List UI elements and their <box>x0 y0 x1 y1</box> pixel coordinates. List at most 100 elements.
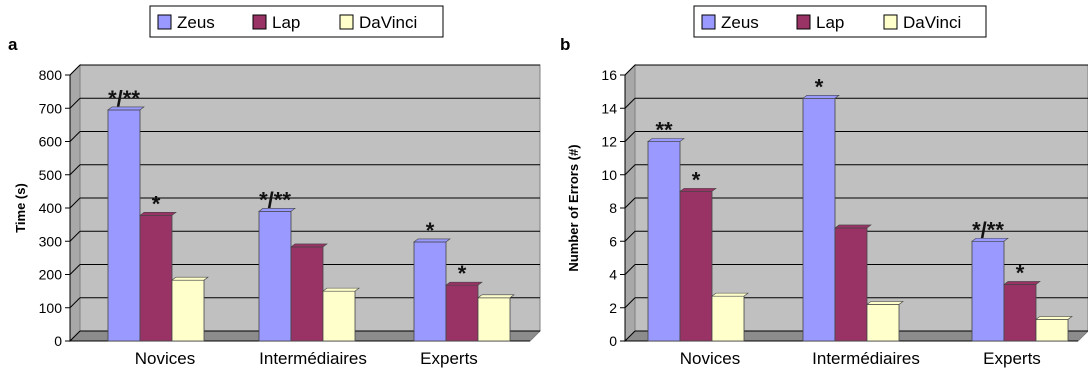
significance-mark: * <box>152 191 161 216</box>
legend-box <box>693 5 987 38</box>
legend-swatch-zeus <box>701 14 716 30</box>
bar-lap-3 <box>445 284 479 342</box>
legend-label-lap: Lap <box>816 13 844 32</box>
chart-panel-b: 0246810121416***Novices*Intermédiaires*/… <box>560 5 1088 368</box>
bar-davinci-1 <box>711 295 745 342</box>
y-tick-label: 14 <box>601 100 617 116</box>
bar-top <box>445 281 483 286</box>
bar-top <box>802 94 840 99</box>
gridline-side <box>624 131 636 142</box>
legend-swatch-lap <box>252 14 267 30</box>
legend-label-davinci: DaVinci <box>903 13 961 32</box>
legend-label-davinci: DaVinci <box>359 13 417 32</box>
bar-top <box>1035 316 1073 320</box>
gridline-side <box>69 131 81 142</box>
significance-mark: */** <box>259 187 291 212</box>
significance-mark: * <box>1016 260 1025 285</box>
gridline-side <box>624 330 636 342</box>
y-tick-label: 10 <box>601 167 617 183</box>
y-axis-label: Time (s) <box>13 183 28 233</box>
bar-top <box>1003 281 1041 285</box>
significance-mark: * <box>692 167 701 192</box>
bar-top <box>679 188 717 192</box>
legend-swatch-davinci <box>339 14 354 30</box>
legend-box <box>149 5 444 38</box>
gridline-side <box>624 297 636 309</box>
y-tick-label: 16 <box>601 67 617 83</box>
bar-lap-2 <box>290 246 324 342</box>
legend-swatch-davinci <box>883 14 898 30</box>
bar-top <box>139 212 177 216</box>
y-tick-label: 200 <box>39 267 63 283</box>
significance-mark: * <box>458 261 467 286</box>
x-category-label: Intermédiaires <box>259 349 367 368</box>
bar-lap-1 <box>139 214 173 342</box>
y-tick-label: 8 <box>609 200 617 216</box>
bar-lap-1 <box>679 190 713 342</box>
y-axis-label: Number of Errors (#) <box>566 144 581 271</box>
gridline-side <box>624 64 636 76</box>
y-tick-label: 6 <box>609 233 617 249</box>
bar-zeus-1 <box>647 141 681 342</box>
gridline-side <box>69 64 81 76</box>
x-category-label: Experts <box>983 349 1041 368</box>
gridline-side <box>69 97 81 109</box>
significance-mark: */** <box>108 86 140 111</box>
gridline-side <box>624 197 636 209</box>
legend-label-zeus: Zeus <box>721 13 759 32</box>
y-tick-label: 0 <box>54 333 62 349</box>
legend-swatch-zeus <box>157 14 172 30</box>
bar-top <box>834 224 872 229</box>
gridline-side <box>69 230 81 242</box>
legend-swatch-lap <box>796 14 811 30</box>
bar-davinci-2 <box>322 290 356 342</box>
x-category-label: Novices <box>135 349 195 368</box>
y-tick-label: 800 <box>39 67 63 83</box>
x-category-label: Intermédiaires <box>812 349 920 368</box>
significance-mark: * <box>815 74 824 99</box>
gridline-side <box>69 297 81 309</box>
y-tick-label: 500 <box>39 167 63 183</box>
legend-label-lap: Lap <box>272 13 300 32</box>
y-tick-label: 300 <box>39 233 63 249</box>
y-tick-label: 400 <box>39 200 63 216</box>
gridline-side <box>69 330 81 342</box>
bar-davinci-3 <box>477 297 511 342</box>
bar-top <box>171 276 209 281</box>
y-tick-label: 0 <box>609 333 617 349</box>
bar-top <box>477 294 515 299</box>
bar-davinci-2 <box>866 304 900 342</box>
significance-mark: */** <box>972 217 1004 242</box>
gridline-side <box>624 164 636 176</box>
bar-top <box>290 243 328 248</box>
bar-lap-2 <box>834 227 868 342</box>
gridline-side <box>69 264 81 275</box>
significance-mark: ** <box>655 118 673 143</box>
bar-lap-3 <box>1003 284 1037 342</box>
gridline-side <box>624 97 636 109</box>
legend-label-zeus: Zeus <box>177 13 215 32</box>
panel-label: b <box>560 35 570 54</box>
y-tick-label: 700 <box>39 100 63 116</box>
bar-zeus-1 <box>107 109 141 342</box>
bar-zeus-2 <box>258 210 292 342</box>
chart-panel-a: 0 100 200 300 400 500 600 700 800 */** * Novices */*… <box>8 5 542 368</box>
bar-top <box>711 292 749 297</box>
significance-mark: * <box>426 218 435 243</box>
panel-label: a <box>8 35 18 54</box>
gridline-side <box>69 197 81 209</box>
bar-davinci-3 <box>1035 318 1069 342</box>
bar-top <box>413 238 451 243</box>
y-tick-label: 600 <box>39 134 63 150</box>
gridline-side <box>69 164 81 176</box>
gridline-side <box>624 264 636 275</box>
y-tick-label: 2 <box>609 300 617 316</box>
bar-zeus-3 <box>413 241 447 342</box>
bar-zeus-2 <box>802 97 836 342</box>
x-category-label: Experts <box>420 349 478 368</box>
y-tick-label: 12 <box>601 134 617 150</box>
y-tick-label: 4 <box>609 267 617 283</box>
bar-davinci-1 <box>171 279 205 342</box>
